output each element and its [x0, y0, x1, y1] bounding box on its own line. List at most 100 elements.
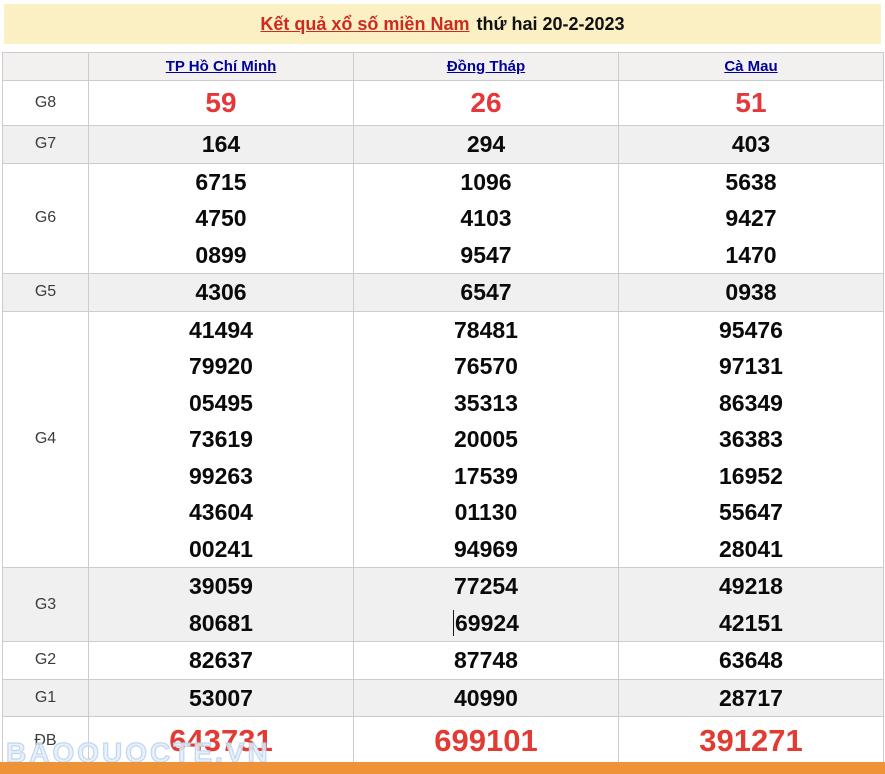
- prize-number: 59: [205, 87, 237, 118]
- prize-cell: 5638 9427 1470: [618, 162, 884, 274]
- prize-number: 77254: [454, 573, 518, 599]
- prize-number: 53007: [189, 684, 253, 711]
- prize-number: 294: [466, 131, 506, 157]
- title-date: thứ hai 20-2-2023: [476, 13, 625, 34]
- prize-number: 41494: [189, 316, 253, 343]
- prize-number: 4103: [460, 205, 512, 231]
- prize-cell: 28717: [618, 678, 884, 717]
- prize-number: 35313: [454, 389, 518, 416]
- title-link[interactable]: Kết quả xổ số miền Nam: [260, 13, 470, 34]
- table-row-g1: G1 53007 40990 28717: [2, 678, 884, 717]
- table-row-g8: G8 59 26 51: [2, 80, 884, 126]
- table-row-g2: G2 82637 87748 63648: [2, 641, 884, 680]
- prize-number: 28041: [719, 535, 783, 562]
- column-header-camau: Cà Mau: [618, 52, 884, 81]
- prize-number: 43604: [189, 499, 253, 525]
- prize-label: G8: [2, 80, 89, 126]
- prize-number: 01130: [454, 499, 518, 525]
- prize-number: 73619: [189, 426, 253, 452]
- province-link-tphcm[interactable]: TP Hồ Chí Minh: [165, 58, 277, 75]
- prize-label: G4: [2, 310, 89, 568]
- column-header-dongthap: Đồng Tháp: [353, 52, 619, 81]
- prize-number: 4306: [195, 279, 247, 305]
- prize-cell: 95476 97131 86349 36383 16952 55647 2804…: [618, 310, 884, 568]
- prize-label: G5: [2, 273, 89, 312]
- prize-number: 94969: [454, 535, 518, 562]
- prize-number: 82637: [189, 647, 253, 673]
- prize-number: 99263: [189, 462, 253, 489]
- prize-label: G1: [2, 678, 89, 717]
- prize-number: 28717: [719, 684, 783, 711]
- province-link-camau[interactable]: Cà Mau: [724, 58, 778, 75]
- prize-cell: 391271: [618, 716, 884, 765]
- prize-cell: 41494 79920 05495 73619 99263 43604 0024…: [88, 310, 354, 568]
- province-link-dongthap[interactable]: Đồng Tháp: [446, 58, 526, 75]
- prize-cell: 78481 76570 35313 20005 17539 01130 9496…: [353, 310, 619, 568]
- prize-number: 5638: [725, 168, 777, 195]
- results-table: TP Hồ Chí Minh Đồng Tháp Cà Mau G8 59 26…: [2, 52, 884, 765]
- prize-number: 1470: [725, 241, 777, 268]
- prize-number: 86349: [719, 389, 783, 416]
- prize-cell: 294: [353, 125, 619, 164]
- prize-cell: 77254 69924: [353, 567, 619, 642]
- prize-number: 80681: [189, 609, 253, 636]
- text-caret: [453, 609, 455, 636]
- prize-number: 95476: [719, 316, 783, 343]
- title-banner: Kết quả xổ số miền Nam thứ hai 20-2-2023: [4, 4, 881, 44]
- table-row-g4: G4 41494 79920 05495 73619 99263 43604 0…: [2, 310, 884, 568]
- prize-number: 55647: [719, 499, 783, 525]
- prize-number: 87748: [454, 647, 518, 673]
- prize-number: 05495: [189, 389, 253, 416]
- prize-cell: 164: [88, 125, 354, 164]
- prize-number: 9547: [460, 241, 512, 268]
- prize-label: G6: [2, 162, 89, 274]
- table-row-g5: G5 4306 6547 0938: [2, 273, 884, 312]
- prize-number: 78481: [454, 316, 518, 343]
- prize-number: 42151: [719, 609, 783, 636]
- prize-number: 97131: [719, 353, 783, 379]
- prize-number: 00241: [189, 535, 253, 562]
- table-row-g6: G6 6715 4750 0899 1096 4103 9547 5638 94…: [2, 162, 884, 274]
- prize-number: 36383: [719, 426, 783, 452]
- table-row-g3: G3 39059 80681 77254 69924 49218 42151: [2, 567, 884, 642]
- prize-cell: 63648: [618, 641, 884, 680]
- prize-cell: 643731: [88, 716, 354, 765]
- prize-cell: 6547: [353, 273, 619, 312]
- prize-cell: 51: [618, 80, 884, 126]
- column-header-tphcm: TP Hồ Chí Minh: [88, 52, 354, 81]
- prize-number: 17539: [454, 462, 518, 489]
- prize-number: 391271: [699, 723, 803, 758]
- prize-label: G2: [2, 641, 89, 680]
- prize-number: 63648: [719, 647, 783, 673]
- prize-number: 76570: [454, 353, 518, 379]
- prize-number: 403: [731, 131, 771, 157]
- prize-number: 26: [470, 87, 502, 118]
- prize-number: 4750: [195, 205, 247, 231]
- bottom-orange-bar: [0, 762, 885, 774]
- prize-number: 9427: [725, 205, 777, 231]
- prize-cell: 39059 80681: [88, 567, 354, 642]
- prize-label: ĐB: [2, 716, 89, 765]
- prize-label: G7: [2, 125, 89, 164]
- prize-cell: 699101: [353, 716, 619, 765]
- prize-cell: 6715 4750 0899: [88, 162, 354, 274]
- corner-cell: [2, 52, 89, 81]
- prize-cell: 53007: [88, 678, 354, 717]
- header-row: TP Hồ Chí Minh Đồng Tháp Cà Mau: [2, 52, 884, 81]
- prize-cell: 87748: [353, 641, 619, 680]
- prize-label: G3: [2, 567, 89, 642]
- prize-number: 164: [201, 131, 241, 157]
- prize-cell: 82637: [88, 641, 354, 680]
- prize-number: 39059: [189, 573, 253, 599]
- prize-number: 6547: [460, 279, 512, 305]
- prize-number: 699101: [434, 723, 538, 758]
- prize-cell: 403: [618, 125, 884, 164]
- prize-number: 20005: [454, 426, 518, 452]
- prize-number: 40990: [454, 684, 518, 711]
- prize-cell: 26: [353, 80, 619, 126]
- prize-cell: 49218 42151: [618, 567, 884, 642]
- prize-cell: 0938: [618, 273, 884, 312]
- prize-cell: 1096 4103 9547: [353, 162, 619, 274]
- prize-number: 79920: [189, 353, 253, 379]
- table-row-g7: G7 164 294 403: [2, 125, 884, 164]
